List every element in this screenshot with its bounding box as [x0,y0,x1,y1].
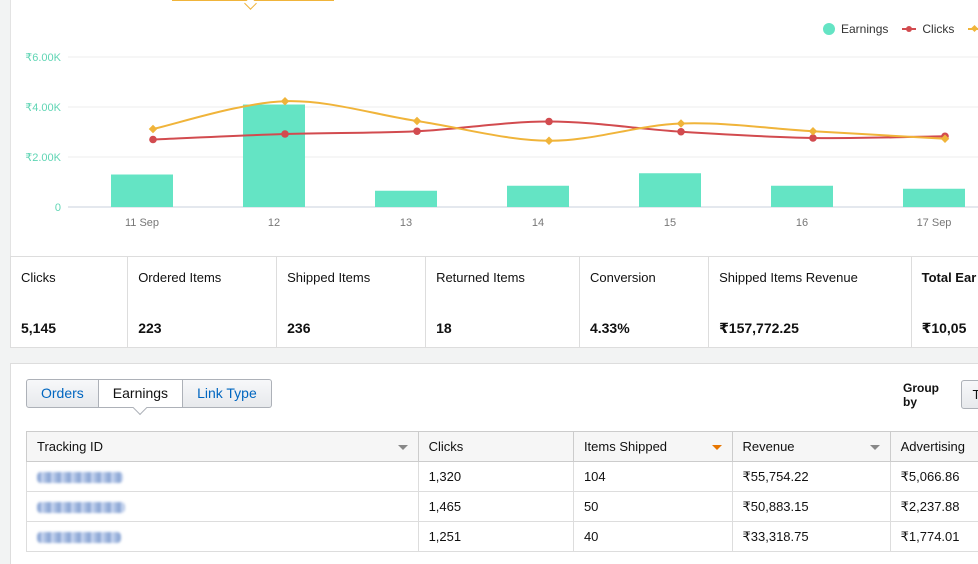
stat-label: Returned Items [436,270,579,285]
column-header-label: Revenue [743,439,795,454]
stat-conversion: Conversion 4.33% [580,257,709,347]
column-header-label: Tracking ID [37,439,103,454]
tracking-id-cell[interactable] [27,492,419,522]
group-by-select[interactable]: T [961,380,978,409]
stat-value: 236 [287,320,310,336]
summary-stats-bar: Clicks 5,145 Ordered Items 223 Shipped I… [10,256,978,348]
stat-clicks: Clicks 5,145 [11,257,128,347]
stat-returned-items: Returned Items 18 [426,257,580,347]
clicks-point [149,136,157,144]
x-tick-label: 17 Sep [917,217,952,229]
tracking-id-cell[interactable] [27,522,419,552]
table-row: 1,320 104 ₹55,754.22 ₹5,066.86 [27,462,978,492]
third-series-point [809,127,817,135]
stat-ordered-items: Ordered Items 223 [128,257,277,347]
third-series-point [149,125,157,133]
stat-label: Shipped Items [287,270,425,285]
table-row: 1,251 40 ₹33,318.75 ₹1,774.01 [27,522,978,552]
clicks-cell: 1,465 [418,492,573,522]
report-tabs: Orders Earnings Link Type [26,379,272,408]
earnings-bar [111,175,173,208]
items-shipped-cell: 40 [573,522,732,552]
stat-value: 5,145 [21,320,56,336]
sort-arrow-icon[interactable] [398,445,408,450]
stat-label: Conversion [590,270,708,285]
advertising-cell: ₹5,066.86 [890,462,978,492]
tracking-id-cell[interactable] [27,462,419,492]
column-header-advertising[interactable]: Advertising [890,432,978,462]
y-tick-label: 0 [55,202,61,214]
earnings-bar [507,186,569,207]
stat-label: Total Ear [922,270,978,285]
stat-label: Clicks [21,270,127,285]
revenue-cell: ₹50,883.15 [732,492,890,522]
items-shipped-cell: 50 [573,492,732,522]
items-shipped-cell: 104 [573,462,732,492]
advertising-cell: ₹2,237.88 [890,492,978,522]
third-series-point [281,97,289,105]
redacted-tracking-id[interactable] [37,502,125,513]
redacted-tracking-id[interactable] [37,472,123,483]
column-header-clicks[interactable]: Clicks [418,432,573,462]
stat-value: 223 [138,320,161,336]
column-header-items-shipped[interactable]: Items Shipped [573,432,732,462]
earnings-bar [771,186,833,207]
earnings-bar [375,191,437,207]
x-tick-label: 16 [796,217,808,229]
sort-arrow-icon[interactable] [870,445,880,450]
table-header-row: Tracking ID Clicks Items Shipped Revenue… [27,432,978,462]
x-tick-label: 15 [664,217,676,229]
clicks-point [677,128,685,136]
redacted-tracking-id[interactable] [37,532,121,543]
stat-label: Ordered Items [138,270,276,285]
y-tick-label: ₹4.00K [25,102,61,114]
chart-plot: 0 ₹2.00K ₹4.00K ₹6.00K 11 Sep 12 13 14 15 16 17 Se… [11,0,978,256]
tab-orders[interactable]: Orders [26,379,99,408]
clicks-cell: 1,251 [418,522,573,552]
stat-shipped-items-revenue: Shipped Items Revenue ₹157,772.25 [709,257,912,347]
sort-arrow-icon[interactable] [712,445,722,450]
stat-value: ₹157,772.25 [719,320,799,337]
clicks-point [545,118,553,126]
column-header-label: Clicks [429,439,464,454]
x-tick-label: 11 Sep [125,217,159,229]
column-header-revenue[interactable]: Revenue [732,432,890,462]
column-header-label: Advertising [901,439,965,454]
third-series-point [413,117,421,125]
column-header-label: Items Shipped [584,439,667,454]
group-by-label: Group by [903,381,955,409]
earnings-bar [903,189,965,207]
x-tick-label: 14 [532,217,544,229]
tab-earnings[interactable]: Earnings [99,379,183,408]
revenue-cell: ₹55,754.22 [732,462,890,492]
x-tick-label: 12 [268,217,280,229]
earnings-bar [639,173,701,207]
report-table: Tracking ID Clicks Items Shipped Revenue… [26,431,978,552]
clicks-point [413,127,421,135]
column-header-tracking-id[interactable]: Tracking ID [27,432,419,462]
stat-value: 4.33% [590,320,630,336]
stat-value: ₹10,05 [922,320,967,337]
tab-link-type[interactable]: Link Type [183,379,272,408]
third-series-point [677,119,685,127]
group-by-control: Group by T [903,380,978,409]
y-tick-label: ₹2.00K [25,152,61,164]
stat-value: 18 [436,320,452,336]
stat-total-earnings: Total Ear ₹10,05 [912,257,978,347]
advertising-cell: ₹1,774.01 [890,522,978,552]
table-row: 1,465 50 ₹50,883.15 ₹2,237.88 [27,492,978,522]
earnings-bar [243,105,305,208]
y-tick-label: ₹6.00K [25,52,61,64]
stat-label: Shipped Items Revenue [719,270,911,285]
third-series-point [545,137,553,145]
stat-shipped-items: Shipped Items 236 [277,257,426,347]
report-panel: Orders Earnings Link Type Group by T Tra… [10,363,978,564]
clicks-point [281,130,289,138]
clicks-cell: 1,320 [418,462,573,492]
x-tick-label: 13 [400,217,412,229]
revenue-cell: ₹33,318.75 [732,522,890,552]
